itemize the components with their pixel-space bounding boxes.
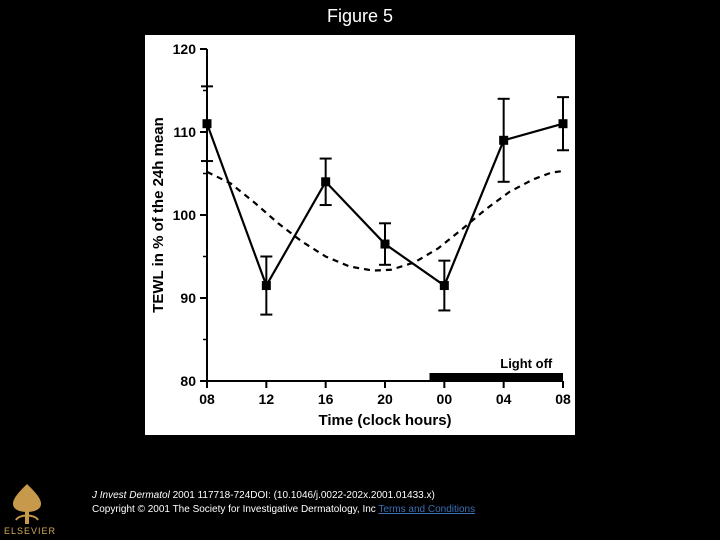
svg-text:100: 100	[173, 207, 197, 223]
svg-text:120: 120	[173, 41, 197, 57]
copyright-line: Copyright © 2001 The Society for Investi…	[92, 503, 475, 517]
copyright-text: Copyright © 2001 The Society for Investi…	[92, 504, 378, 515]
figure-title: Figure 5	[0, 6, 720, 27]
citation-line: J Invest Dermatol 2001 117718-724DOI: (1…	[92, 489, 475, 503]
svg-text:04: 04	[496, 391, 512, 407]
citation-journal: J Invest Dermatol	[92, 490, 170, 501]
svg-text:00: 00	[437, 391, 453, 407]
svg-text:Time (clock hours): Time (clock hours)	[318, 412, 451, 429]
svg-text:08: 08	[199, 391, 215, 407]
slide: Figure 5 80 90 100 110 120 08 12 16 20 00 04 08 TEWL…	[0, 0, 720, 540]
svg-text:12: 12	[259, 391, 275, 407]
logo-brand: ELSEVIER	[4, 526, 56, 536]
svg-text:08: 08	[555, 391, 571, 407]
svg-text:20: 20	[377, 391, 393, 407]
svg-text:90: 90	[180, 290, 196, 306]
tewl-chart: 80 90 100 110 120 08 12 16 20 00 04 08 TEWL in % of …	[145, 35, 575, 435]
terms-link[interactable]: Terms and Conditions	[378, 504, 475, 515]
logo-tree-icon	[4, 482, 56, 526]
elsevier-logo: ELSEVIER	[4, 482, 56, 536]
svg-text:80: 80	[180, 373, 196, 389]
citation-rest: 2001 117718-724DOI: (10.1046/j.0022-202x…	[170, 490, 435, 501]
svg-text:Light off: Light off	[500, 356, 553, 371]
svg-text:TEWL in % of the 24h mean: TEWL in % of the 24h mean	[150, 117, 167, 313]
chart-container: 80 90 100 110 120 08 12 16 20 00 04 08 TEWL in % of …	[145, 35, 575, 435]
footer: J Invest Dermatol 2001 117718-724DOI: (1…	[92, 489, 475, 516]
svg-text:110: 110	[173, 124, 196, 140]
svg-text:16: 16	[318, 391, 334, 407]
